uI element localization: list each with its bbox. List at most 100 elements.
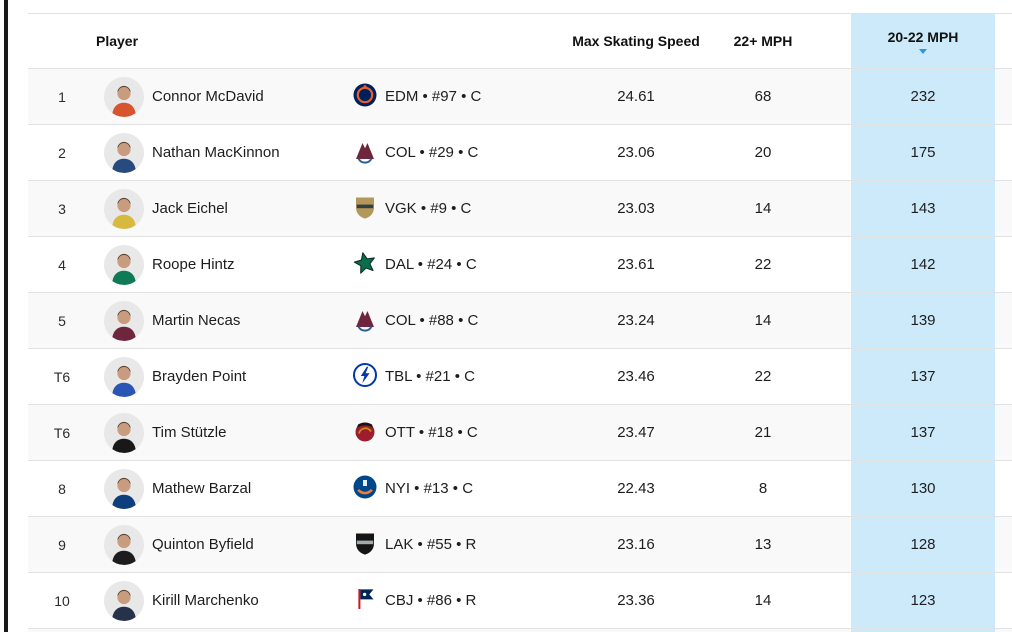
col-avalanche-logo-icon bbox=[352, 306, 378, 336]
max-skating-speed-value: 23.36 bbox=[617, 592, 655, 609]
column-header-20-22-mph-label: 20-22 MPH bbox=[887, 28, 959, 45]
bursts-20-22-value: 143 bbox=[851, 181, 995, 236]
avatar-cell bbox=[96, 125, 152, 180]
column-header-max-skating-speed-label: Max Skating Speed bbox=[572, 33, 700, 49]
rank-value: 2 bbox=[58, 144, 66, 161]
avatar-cell bbox=[96, 405, 152, 460]
player-headshot bbox=[104, 580, 144, 621]
player-name-link[interactable]: Jack Eichel bbox=[152, 181, 345, 236]
team-info: OTT • #18 • C bbox=[385, 424, 478, 441]
row-spacer bbox=[805, 461, 851, 516]
rank-value: T6 bbox=[53, 424, 71, 441]
row-overflow-area bbox=[995, 405, 1012, 460]
window-left-edge-bar bbox=[4, 0, 8, 632]
row-overflow-area bbox=[995, 125, 1012, 180]
player-name-link[interactable]: Roope Hintz bbox=[152, 237, 345, 292]
player-name-link[interactable]: Connor McDavid bbox=[152, 69, 345, 124]
player-name-link[interactable]: Kirill Marchenko bbox=[152, 573, 345, 628]
player-name: Kirill Marchenko bbox=[152, 592, 259, 609]
row-overflow-area bbox=[995, 461, 1012, 516]
rank-value: 10 bbox=[54, 592, 70, 609]
team-info: EDM • #97 • C bbox=[385, 88, 482, 105]
player-name-link[interactable]: Mathew Barzal bbox=[152, 461, 345, 516]
row-spacer bbox=[805, 125, 851, 180]
header-spacer bbox=[805, 14, 851, 68]
row-overflow-area bbox=[995, 293, 1012, 348]
max-skating-speed-value: 23.03 bbox=[617, 200, 655, 217]
player-name-link[interactable]: Tim Stützle bbox=[152, 405, 345, 460]
row-spacer bbox=[805, 349, 851, 404]
rank-value: 9 bbox=[58, 536, 66, 553]
player-name: Jack Eichel bbox=[152, 200, 228, 217]
table-row[interactable]: T6 Tim Stützle OTT • #18 • C 23.47 21 13… bbox=[28, 405, 1012, 461]
row-overflow-area bbox=[995, 349, 1012, 404]
bursts-22-plus-value: 14 bbox=[754, 592, 772, 609]
column-header-20-22-mph[interactable]: 20-22 MPH bbox=[851, 14, 995, 68]
bursts-22-plus-value: 14 bbox=[754, 200, 772, 217]
table-row[interactable]: 5 Martin Necas COL • #88 • C 23.24 14 13… bbox=[28, 293, 1012, 349]
max-skating-speed-value: 23.47 bbox=[617, 424, 655, 441]
player-name-link[interactable]: Nathan MacKinnon bbox=[152, 125, 345, 180]
row-spacer bbox=[805, 237, 851, 292]
table-row[interactable]: 4 Roope Hintz DAL • #24 • C 23.61 22 142 bbox=[28, 237, 1012, 293]
max-skating-speed-value: 23.24 bbox=[617, 312, 655, 329]
nyi-islanders-logo-icon bbox=[352, 474, 378, 504]
rank-value: 1 bbox=[58, 88, 66, 105]
rank-value: 8 bbox=[58, 480, 66, 497]
column-header-22-mph-label: 22+ MPH bbox=[733, 33, 793, 49]
player-name: Mathew Barzal bbox=[152, 480, 252, 497]
bursts-22-plus-value: 20 bbox=[754, 144, 772, 161]
table-row[interactable]: 2 Nathan MacKinnon COL • #29 • C 23.06 2… bbox=[28, 125, 1012, 181]
row-spacer bbox=[805, 69, 851, 124]
cbj-blue-jackets-logo-icon bbox=[352, 586, 378, 616]
team-info: DAL • #24 • C bbox=[385, 256, 477, 273]
column-header-22-mph[interactable]: 22+ MPH bbox=[721, 14, 805, 68]
player-name-link[interactable]: Quinton Byfield bbox=[152, 517, 345, 572]
logo-cell bbox=[345, 181, 385, 236]
table-row[interactable]: 8 Mathew Barzal NYI • #13 • C 22.43 8 13… bbox=[28, 461, 1012, 517]
rank-value: T6 bbox=[53, 368, 71, 385]
player-name: Tim Stützle bbox=[152, 424, 227, 441]
players-stats-table: Player Max Skating Speed 22+ MPH 20-22 M… bbox=[28, 13, 1012, 632]
player-name-link[interactable]: Martin Necas bbox=[152, 293, 345, 348]
player-name: Roope Hintz bbox=[152, 256, 235, 273]
player-headshot bbox=[104, 132, 144, 173]
bursts-20-22-value: 137 bbox=[851, 405, 995, 460]
player-name: Martin Necas bbox=[152, 312, 241, 329]
next-row-partial bbox=[28, 629, 1012, 632]
column-header-rank bbox=[28, 14, 96, 68]
avatar-cell bbox=[96, 573, 152, 628]
logo-cell bbox=[345, 461, 385, 516]
table-row[interactable]: 3 Jack Eichel VGK • #9 • C 23.03 14 143 bbox=[28, 181, 1012, 237]
player-name: Brayden Point bbox=[152, 368, 247, 385]
player-headshot bbox=[104, 300, 144, 341]
player-headshot bbox=[104, 76, 144, 117]
table-row[interactable]: T6 Brayden Point TBL • #21 • C 23.46 22 … bbox=[28, 349, 1012, 405]
bursts-20-22-value: 130 bbox=[851, 461, 995, 516]
player-headshot bbox=[104, 356, 144, 397]
max-skating-speed-value: 23.16 bbox=[617, 536, 655, 553]
row-spacer bbox=[805, 405, 851, 460]
table-row[interactable]: 9 Quinton Byfield LAK • #55 • R 23.16 13… bbox=[28, 517, 1012, 573]
avatar-cell bbox=[96, 349, 152, 404]
bursts-22-plus-value: 22 bbox=[754, 368, 772, 385]
team-info: COL • #88 • C bbox=[385, 312, 479, 329]
bursts-22-plus-value: 13 bbox=[754, 536, 772, 553]
row-spacer bbox=[805, 517, 851, 572]
bursts-20-22-value: 142 bbox=[851, 237, 995, 292]
max-skating-speed-value: 23.61 bbox=[617, 256, 655, 273]
logo-cell bbox=[345, 517, 385, 572]
avatar-cell bbox=[96, 181, 152, 236]
logo-cell bbox=[345, 573, 385, 628]
column-header-player[interactable]: Player bbox=[96, 14, 551, 68]
table-body: 1 Connor McDavid EDM • #97 • C 24.61 68 … bbox=[28, 69, 1012, 629]
avatar-cell bbox=[96, 517, 152, 572]
col-avalanche-logo-icon bbox=[352, 138, 378, 168]
table-header-row: Player Max Skating Speed 22+ MPH 20-22 M… bbox=[28, 14, 1012, 69]
player-name-link[interactable]: Brayden Point bbox=[152, 349, 345, 404]
team-info: NYI • #13 • C bbox=[385, 480, 474, 497]
table-row[interactable]: 10 Kirill Marchenko CBJ • #86 • R 23.36 … bbox=[28, 573, 1012, 629]
avatar-cell bbox=[96, 237, 152, 292]
column-header-max-skating-speed[interactable]: Max Skating Speed bbox=[551, 14, 721, 68]
table-row[interactable]: 1 Connor McDavid EDM • #97 • C 24.61 68 … bbox=[28, 69, 1012, 125]
